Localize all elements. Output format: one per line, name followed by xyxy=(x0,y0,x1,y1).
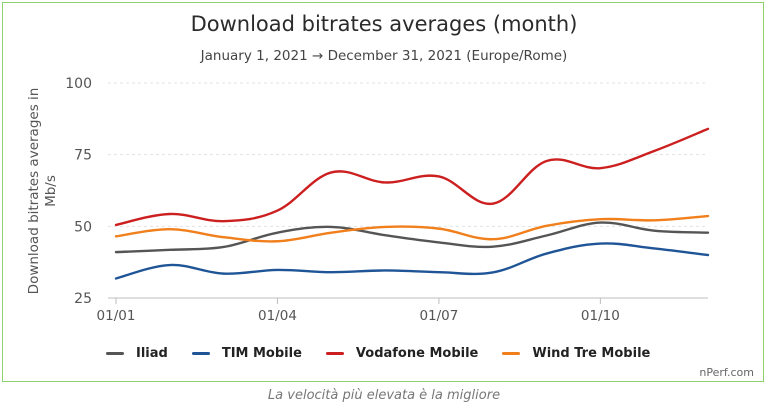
legend-item-wind-tre-mobile[interactable]: Wind Tre Mobile xyxy=(502,346,650,361)
legend-label: Wind Tre Mobile xyxy=(532,346,651,361)
chart-legend: Iliad TIM Mobile Vodafone Mobile Wind Tre M… xyxy=(106,346,674,361)
legend-swatch xyxy=(325,352,344,355)
credit-text[interactable]: nPerf.com xyxy=(699,366,754,379)
caption-text: La velocità più elevata è la migliore xyxy=(267,388,501,403)
series-line-wind-tre-mobile xyxy=(114,214,710,243)
legend-swatch xyxy=(191,352,210,355)
chart-subtitle: January 1, 2021 → December 31, 2021 (Eur… xyxy=(200,48,568,64)
x-tick-label: 01/01 xyxy=(97,308,136,324)
legend-swatch xyxy=(106,352,124,355)
x-tick-label: 01/10 xyxy=(581,308,620,324)
y-tick-label: 100 xyxy=(65,76,92,92)
series-line-tim-mobile xyxy=(114,242,710,280)
series-line-vodafone-mobile xyxy=(114,127,710,227)
legend-item-vodafone-mobile[interactable]: Vodafone Mobile xyxy=(325,346,479,361)
series-line-iliad xyxy=(114,221,710,254)
x-tick-label: 01/04 xyxy=(258,308,297,324)
legend-swatch xyxy=(502,352,521,355)
chart-frame xyxy=(2,2,764,382)
y-tick-label: 25 xyxy=(74,291,92,307)
y-tick-label: 50 xyxy=(74,219,92,235)
legend-label: TIM Mobile xyxy=(221,346,302,361)
legend-label: Vodafone Mobile xyxy=(355,346,479,361)
legend-label: Iliad xyxy=(136,346,168,361)
x-tick-label: 01/07 xyxy=(419,308,458,324)
legend-item-tim-mobile[interactable]: TIM Mobile xyxy=(191,346,302,361)
y-tick-label: 75 xyxy=(74,148,92,164)
y-axis-label: Download bitrates averages inMb/s xyxy=(26,88,59,295)
chart-title: Download bitrates averages (month) xyxy=(190,12,578,36)
legend-item-iliad[interactable]: Iliad xyxy=(106,346,168,361)
